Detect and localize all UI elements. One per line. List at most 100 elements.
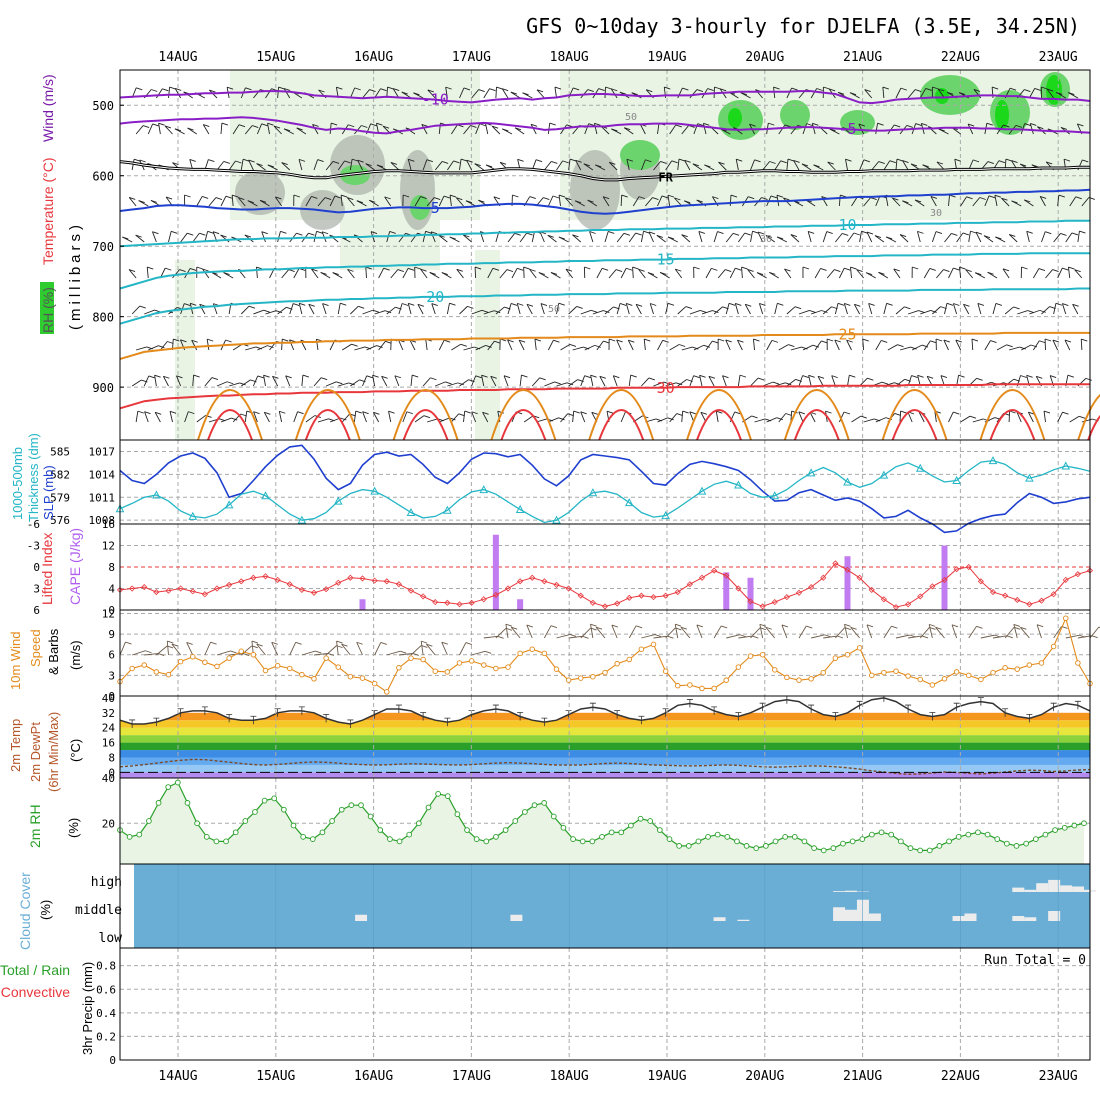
rh2-marker	[725, 834, 730, 839]
wind10-speed-marker	[627, 657, 632, 662]
rh2-marker	[378, 828, 383, 833]
isotherm-label: 20	[426, 288, 444, 306]
rh2-marker	[870, 832, 875, 837]
wind10-speed-marker	[154, 670, 159, 675]
top-date-label: 15AUG	[256, 50, 295, 65]
wind10-speed-marker	[882, 670, 887, 675]
precip-tick-label: 0.4	[96, 1007, 116, 1020]
temp-color-band	[120, 735, 1090, 742]
lifted-index-axis-label: Lifted Index	[39, 533, 55, 605]
rh2-marker	[253, 810, 258, 815]
rh2-marker	[436, 791, 441, 796]
rh2-marker	[744, 843, 749, 848]
rh-contour-30-label-2: 30	[760, 234, 772, 245]
rh2-marker	[956, 834, 961, 839]
rh2-marker	[850, 839, 855, 844]
run-total-label: Run Total = 0	[984, 953, 1086, 968]
rh2-marker	[619, 830, 624, 835]
wind-barb	[282, 339, 283, 350]
wind10-speed-marker	[906, 674, 911, 679]
cape-tick-label: 8	[108, 561, 115, 574]
temp2-color-bands	[120, 698, 1090, 778]
wind10-speed-marker	[433, 669, 438, 674]
li-tick-label: -3	[27, 540, 40, 553]
cloud-cell	[845, 891, 857, 892]
rh2-marker	[927, 848, 932, 853]
wind10-speed-marker	[724, 678, 729, 683]
cloud-cell	[1072, 887, 1084, 893]
millibars-axis-label: (millibars)	[67, 221, 84, 330]
wind10-speed-marker	[760, 652, 765, 657]
cloud-cell	[845, 910, 857, 921]
slp-tick-label: 1014	[89, 468, 116, 481]
precip-legend-convective: Convective	[1, 984, 70, 1000]
wind10-axis-label-2: Speed	[28, 629, 43, 667]
rh2-marker	[195, 821, 200, 826]
top-date-label: 23AUG	[1039, 50, 1078, 65]
cloud-tick-label: low	[99, 931, 123, 946]
rh2-marker	[706, 834, 711, 839]
rh2-marker	[937, 843, 942, 848]
temperature-axis-label: Temperature (°C)	[40, 157, 56, 265]
wind10-speed-marker	[748, 654, 753, 659]
temp2-tick-label: 24	[102, 722, 116, 735]
wind10-speed-marker	[372, 681, 377, 686]
wind10-speed-marker	[554, 667, 559, 672]
rh2-marker	[889, 832, 894, 837]
rh-bright-blob	[728, 108, 742, 128]
bottom-date-label: 14AUG	[158, 1069, 197, 1084]
rh-bright-blob	[1046, 75, 1062, 105]
wind-barb	[496, 87, 497, 98]
rh2-marker	[590, 839, 595, 844]
rh2-marker	[1082, 821, 1087, 826]
cloud-cell	[737, 920, 749, 921]
chart-title: GFS 0~10day 3-hourly for DJELFA (3.5E, 3…	[526, 14, 1080, 38]
bottom-date-label: 23AUG	[1039, 1069, 1078, 1084]
wind10-speed-marker	[1063, 616, 1068, 621]
cloud-panel-background	[134, 864, 1090, 948]
isotherm-label: 25	[838, 325, 856, 343]
rh2-marker	[966, 832, 971, 837]
rh2-marker	[204, 834, 209, 839]
rh2-marker	[185, 800, 190, 805]
bottom-date-label: 15AUG	[256, 1069, 295, 1084]
rh2-marker	[542, 800, 547, 805]
wind10-speed-marker	[603, 670, 608, 675]
wind10-speed-marker	[700, 686, 705, 691]
wind10-speed-marker	[263, 668, 268, 673]
wind-barb	[1081, 339, 1082, 350]
rh2-marker	[1053, 828, 1058, 833]
rh2-marker	[503, 828, 508, 833]
wind10-speed-marker	[494, 666, 499, 671]
rh2-marker	[1024, 841, 1029, 846]
rh-moist-blob	[330, 135, 385, 195]
precip-tick-label: 0.2	[96, 1030, 116, 1043]
temp-color-band	[120, 765, 1090, 772]
slp-tick-label: 1011	[89, 491, 116, 504]
wind10-speed-marker	[712, 686, 717, 691]
rh2-marker	[831, 846, 836, 851]
rh2-marker	[918, 848, 923, 853]
wind10-speed-marker	[663, 669, 668, 674]
wind10-speed-marker	[130, 666, 135, 671]
top-date-label: 19AUG	[647, 50, 686, 65]
cloud-cell	[965, 914, 977, 922]
wind10-speed-marker	[542, 651, 547, 656]
rh2-marker	[1004, 841, 1009, 846]
temp-color-band	[120, 728, 1090, 735]
isotherm-label: 30	[657, 379, 675, 397]
rh2-marker	[1072, 823, 1077, 828]
cape-bar	[748, 578, 754, 610]
rh-green-blob	[620, 140, 660, 170]
cloud-cell	[1024, 890, 1036, 892]
temp-band-mask	[120, 698, 1090, 713]
cloud-cell	[1012, 916, 1024, 921]
rh-light-region	[475, 250, 500, 440]
wind10-speed-marker	[688, 683, 693, 688]
bottom-date-label: 17AUG	[452, 1069, 491, 1084]
rh2-marker	[609, 830, 614, 835]
wind10-speed-marker	[578, 676, 583, 681]
rh2-marker	[243, 819, 248, 824]
wind10-speed-marker	[1076, 661, 1081, 666]
